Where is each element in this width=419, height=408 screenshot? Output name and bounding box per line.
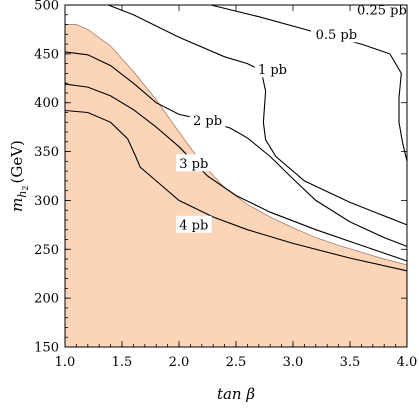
- x-tick-label: 4.0: [397, 355, 418, 370]
- x-tick-label: 2.5: [226, 355, 247, 370]
- contour-label-bg-0: [176, 215, 212, 233]
- contour-labels-layer: 4 pb 3 pb 2 pb 1 pb 0.5 pb0.25 pb: [176, 0, 411, 233]
- y-tick-label: 250: [34, 243, 59, 258]
- x-tick-label: 3.5: [340, 355, 361, 370]
- x-tick-label: 1.5: [112, 355, 133, 370]
- x-tick-label: 1.0: [55, 355, 76, 370]
- contour-label-4: 0.5 pb: [316, 28, 357, 43]
- contour-label-bg-2: [189, 111, 226, 129]
- contour-label-5: 0.25 pb: [357, 3, 407, 18]
- y-axis-label-symbol: m: [8, 198, 26, 212]
- contour-label-bg-4: [311, 25, 362, 43]
- contour-line-3: [108, 4, 408, 226]
- excluded-region-layer: [64, 24, 408, 348]
- contour-line-2: [64, 51, 408, 247]
- contour-label-3: 1 pb: [258, 63, 287, 78]
- contour-label-0: 4 pb: [179, 218, 208, 233]
- x-axis-label: tan β: [217, 385, 255, 403]
- y-axis-label-subscript: h: [16, 191, 29, 198]
- contour-label-bg-1: [176, 154, 212, 172]
- y-tick-label: 500: [34, 0, 59, 14]
- y-axis-label-subsubscript: 2: [21, 185, 30, 190]
- y-tick-label: 200: [34, 292, 59, 307]
- axis-ticks-layer: 1.0 1.5 2.0 2.5 3.0 3.5 4.0 150 200 250 300 350 400 4…: [34, 0, 417, 370]
- x-tick-label: 2.0: [169, 355, 190, 370]
- y-tick-label: 150: [34, 341, 59, 356]
- contour-label-bg-3: [254, 60, 291, 78]
- contour-line-4: [210, 4, 408, 162]
- contour-line-0: [64, 109, 408, 272]
- contour-label-1: 3 pb: [179, 157, 208, 172]
- y-tick-label: 300: [34, 194, 59, 209]
- y-axis-label-unit: (GeV): [8, 140, 26, 183]
- excluded-region: [64, 24, 408, 348]
- y-tick-label: 400: [34, 96, 59, 111]
- y-axis-label: mh2 (GeV): [8, 140, 30, 212]
- y-tick-label: 450: [34, 47, 59, 62]
- x-tick-label: 3.0: [283, 355, 304, 370]
- contour-label-2: 2 pb: [193, 114, 222, 129]
- y-tick-label: 350: [34, 145, 59, 160]
